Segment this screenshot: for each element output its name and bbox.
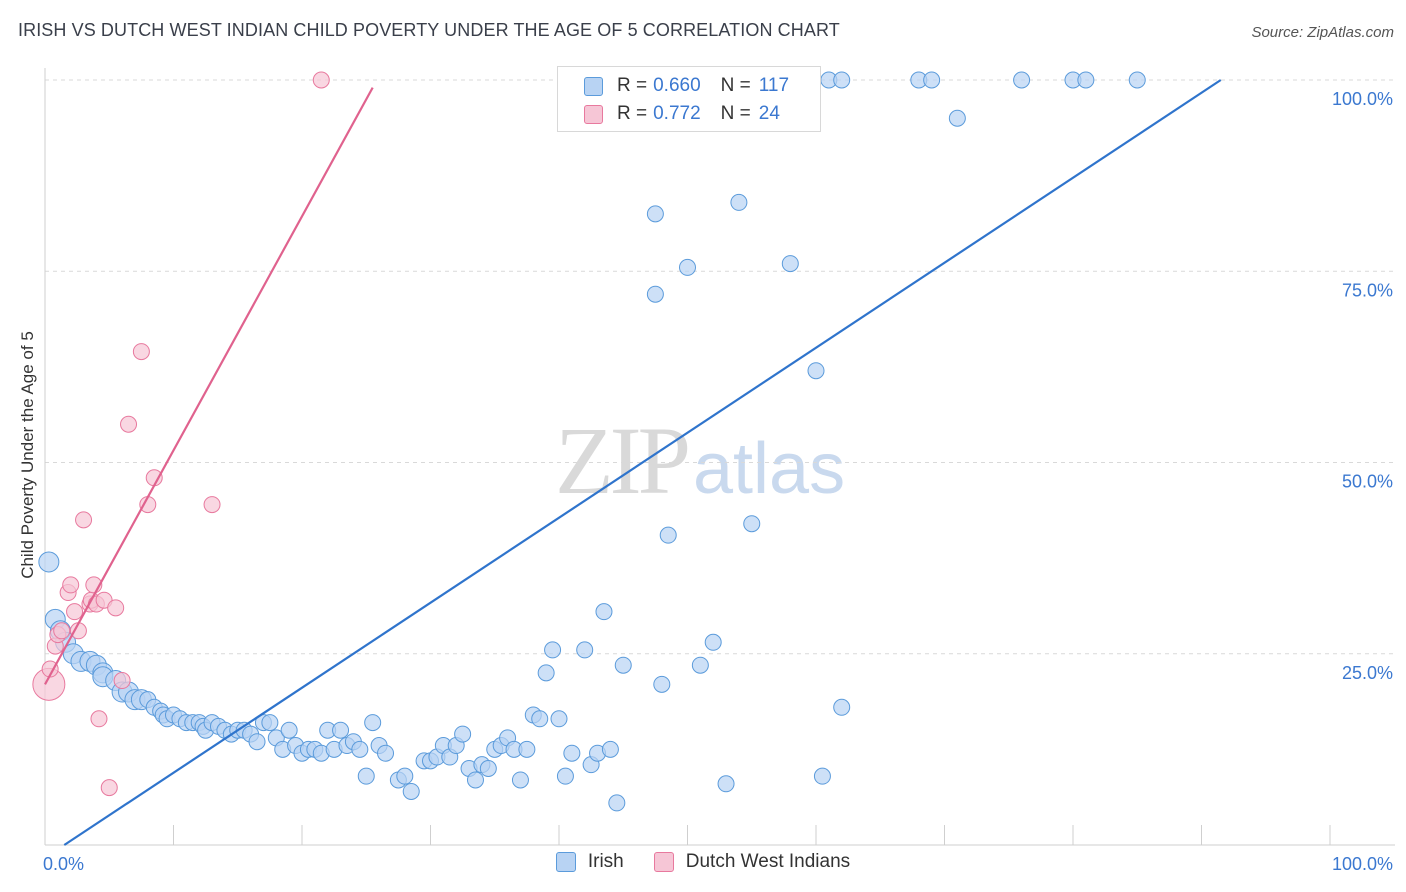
- point-irish-95: [704, 633, 722, 651]
- point-irish-87: [608, 794, 626, 812]
- point-irish-92: [659, 526, 677, 544]
- x-tick-label-100: 100.0%: [1332, 854, 1393, 874]
- point-irish-73: [511, 771, 529, 789]
- y-tick-label-50: 50.0%: [1342, 472, 1393, 492]
- point-dutch-20: [132, 343, 150, 361]
- point-irish-52: [364, 714, 382, 732]
- point-irish-57: [402, 782, 420, 800]
- point-irish-105: [923, 71, 941, 89]
- point-irish-66: [466, 771, 484, 789]
- point-irish-54: [377, 744, 395, 762]
- point-irish-103: [833, 698, 851, 716]
- point-dutch-23: [203, 496, 221, 514]
- point-dutch-18: [113, 672, 131, 690]
- legend-n-label-dutch: N =: [720, 103, 751, 124]
- series-legend: Irish Dutch West Indians: [0, 851, 1406, 873]
- legend-n-value-irish: 117: [758, 75, 790, 96]
- point-irish-36: [261, 714, 279, 732]
- y-tick-label-75: 75.0%: [1342, 280, 1393, 300]
- watermark-zip: ZIP: [555, 407, 691, 514]
- point-irish-47: [332, 721, 350, 739]
- point-irish-78: [544, 641, 562, 659]
- point-irish-110: [1128, 71, 1146, 89]
- point-irish-50: [351, 740, 369, 758]
- legend-swatch-irish: [584, 76, 603, 96]
- chart-title: IRISH VS DUTCH WEST INDIAN CHILD POVERTY…: [18, 20, 840, 40]
- stats-legend: R = 0.660 N = 117 R = 0.772 N = 24: [557, 66, 821, 132]
- point-irish-86: [601, 740, 619, 758]
- point-irish-81: [563, 744, 581, 762]
- point-irish-89: [646, 285, 664, 303]
- series-label-irish: Irish: [587, 851, 624, 872]
- point-irish-91: [653, 675, 671, 693]
- point-dutch-14: [90, 710, 108, 728]
- point-irish-68: [479, 760, 497, 777]
- y-tick-label-25: 25.0%: [1342, 663, 1393, 683]
- x-tick-label-0: 0.0%: [43, 854, 84, 874]
- point-irish-90: [646, 205, 664, 223]
- legend-row-irish: R = 0.660 N = 117: [584, 73, 789, 99]
- trend-line-dutch: [44, 87, 374, 685]
- y-tick-label-100: 100.0%: [1332, 89, 1393, 109]
- point-irish-74: [518, 740, 536, 758]
- point-irish-94: [691, 656, 709, 674]
- point-irish-76: [531, 710, 549, 728]
- point-dutch-24: [312, 71, 330, 89]
- source-label: Source: ZipAtlas.com: [1251, 24, 1394, 41]
- point-irish-98: [743, 515, 761, 533]
- point-irish-109: [1077, 71, 1095, 89]
- trend-line-irish: [63, 79, 1222, 846]
- point-irish-122: [833, 71, 851, 89]
- point-irish-85: [595, 603, 613, 621]
- point-irish-106: [948, 109, 966, 127]
- point-irish-80: [556, 767, 574, 785]
- watermark: ZIPatlas: [555, 405, 845, 516]
- legend-r-value-irish: 0.660: [653, 75, 701, 96]
- point-irish-100: [807, 362, 825, 380]
- legend-r-value-dutch: 0.772: [653, 103, 701, 124]
- point-dutch-4: [53, 622, 71, 640]
- series-swatch-irish: [555, 852, 576, 872]
- point-irish-51: [357, 767, 375, 785]
- point-irish-99: [781, 255, 799, 273]
- point-irish-64: [454, 725, 472, 743]
- point-irish-34: [248, 733, 266, 751]
- legend-r-label-dutch: R =: [617, 103, 648, 124]
- legend-n-value-dutch: 24: [758, 103, 780, 124]
- point-dutch-19: [120, 415, 138, 433]
- point-irish-93: [679, 258, 696, 276]
- point-dutch-17: [107, 599, 125, 617]
- point-irish-96: [717, 775, 735, 793]
- series-swatch-dutch: [653, 852, 674, 872]
- legend-swatch-dutch: [584, 104, 603, 124]
- legend-row-dutch: R = 0.772 N = 24: [584, 101, 780, 127]
- point-irish-101: [813, 767, 831, 785]
- point-irish-82: [576, 641, 594, 659]
- point-irish-39: [280, 721, 298, 739]
- point-irish-79: [550, 710, 568, 728]
- series-legend-dutch[interactable]: Dutch West Indians: [653, 851, 851, 873]
- point-dutch-16: [100, 779, 118, 797]
- series-label-dutch: Dutch West Indians: [685, 851, 851, 872]
- point-irish-88: [614, 656, 632, 674]
- watermark-atlas: atlas: [693, 429, 846, 509]
- point-irish-77: [537, 664, 555, 682]
- legend-r-label-irish: R =: [617, 75, 648, 96]
- legend-n-label-irish: N =: [720, 75, 751, 96]
- point-irish-56: [396, 767, 414, 785]
- point-dutch-9: [75, 511, 93, 529]
- series-legend-irish[interactable]: Irish: [555, 851, 624, 873]
- point-dutch-7: [66, 603, 84, 621]
- point-irish-0: [38, 551, 60, 573]
- point-irish-97: [730, 193, 748, 211]
- point-dutch-6: [62, 576, 80, 594]
- point-irish-107: [1013, 71, 1031, 89]
